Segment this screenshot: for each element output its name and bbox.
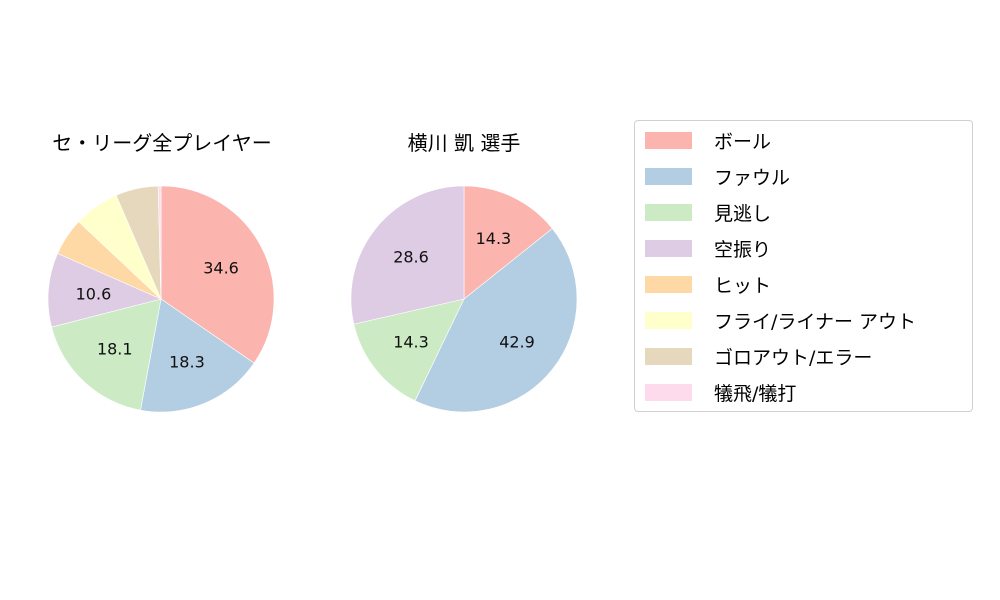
chart-legend: ボールファウル見逃し空振りヒットフライ/ライナー アウト ゴロアウト/エラー 犠飛/…: [634, 120, 973, 412]
legend-swatch: [645, 239, 692, 257]
pie-slice: [463, 185, 553, 300]
pie-slice: [140, 298, 255, 413]
pie-slice: [414, 228, 578, 413]
legend-swatch: [645, 275, 692, 293]
legend-item: ゴロアウト/エラー: [645, 344, 873, 369]
legend-swatch: [645, 167, 692, 185]
legend-label: ボール: [714, 130, 772, 153]
legend-label: ファウル: [714, 166, 791, 189]
pie-slice: [47, 253, 162, 328]
slice-value-label: 10.6: [76, 284, 112, 303]
slice-value-label: 14.3: [393, 332, 429, 351]
pie-slice: [51, 298, 162, 411]
legend-item: 見逃し: [645, 200, 772, 225]
slice-value-label: 18.1: [97, 340, 133, 359]
pie-slice: [160, 185, 275, 364]
legend-swatch: [645, 131, 692, 149]
player-pie-chart: 14.3 42.9 14.3 28.6: [350, 185, 578, 413]
slice-value-label: 42.9: [499, 332, 535, 351]
legend-swatch: [645, 311, 692, 329]
pie-slice: [353, 298, 465, 402]
legend-label: ゴロアウト/エラー: [714, 346, 873, 369]
legend-label: ヒット: [714, 274, 772, 297]
slice-value-label: 18.3: [169, 353, 205, 372]
legend-label: フライ/ライナー アウト: [714, 310, 917, 333]
legend-item: フライ/ライナー アウト: [645, 308, 917, 333]
legend-swatch: [645, 383, 692, 401]
legend-item: 犠飛/犠打: [645, 380, 797, 405]
pie-slice: [350, 185, 465, 325]
legend-label: 空振り: [714, 238, 772, 261]
legend-swatch: [645, 203, 692, 221]
legend-item: 空振り: [645, 236, 772, 261]
slice-value-label: 34.6: [203, 258, 239, 277]
slice-value-label: 28.6: [393, 248, 429, 267]
legend-label: 犠飛/犠打: [714, 382, 797, 405]
legend-item: ヒット: [645, 272, 772, 297]
legend-item: ファウル: [645, 164, 791, 189]
slice-value-label: 14.3: [476, 229, 512, 248]
legend-swatch: [645, 347, 692, 365]
pie-slice: [157, 185, 162, 300]
legend-label: 見逃し: [714, 202, 772, 225]
left-chart-title: セ・リーグ全プレイヤー: [52, 131, 272, 155]
right-chart-title: 横川 凱 選手: [407, 131, 521, 155]
league-pie-chart: 34.6 18.3 18.1 10.6: [47, 185, 275, 413]
legend-item: ボール: [645, 128, 772, 153]
